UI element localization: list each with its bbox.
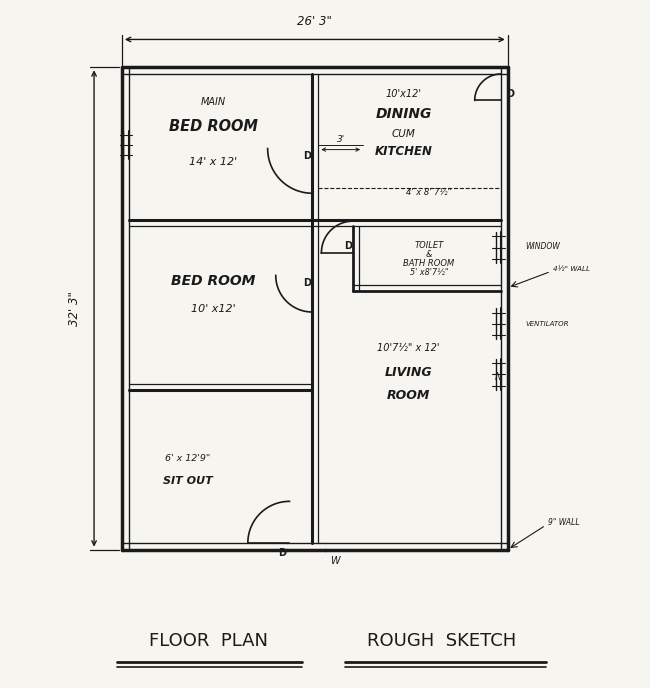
Text: 10' x12': 10' x12' xyxy=(191,304,236,314)
Text: ROOM: ROOM xyxy=(387,389,430,402)
Text: SIT OUT: SIT OUT xyxy=(163,475,213,486)
Text: MAIN: MAIN xyxy=(201,98,226,107)
Text: ROUGH  SKETCH: ROUGH SKETCH xyxy=(367,632,516,650)
Text: 14' x 12': 14' x 12' xyxy=(189,157,237,166)
Text: 6' x 12'9": 6' x 12'9" xyxy=(165,454,211,463)
Text: 3': 3' xyxy=(337,136,345,144)
Text: CUM: CUM xyxy=(392,129,415,140)
Text: D: D xyxy=(304,151,311,161)
Text: 26' 3": 26' 3" xyxy=(298,15,332,28)
Text: BED ROOM: BED ROOM xyxy=(171,274,255,288)
Text: DINING: DINING xyxy=(376,107,432,121)
Text: LIVING: LIVING xyxy=(385,366,432,379)
Text: N: N xyxy=(495,372,502,382)
Text: FLOOR  PLAN: FLOOR PLAN xyxy=(149,632,268,650)
Text: BED ROOM: BED ROOM xyxy=(169,119,258,134)
Text: D: D xyxy=(304,278,311,288)
Text: D: D xyxy=(506,89,514,99)
Text: &: & xyxy=(426,250,432,259)
Text: W: W xyxy=(330,556,340,566)
Text: 32' 3": 32' 3" xyxy=(68,291,81,326)
Text: 9" WALL: 9" WALL xyxy=(549,518,580,527)
Text: 5' x8'7½": 5' x8'7½" xyxy=(410,268,448,277)
Text: KITCHEN: KITCHEN xyxy=(375,144,433,158)
Text: D: D xyxy=(344,241,352,251)
Text: D: D xyxy=(278,548,286,557)
Text: 10'7½" x 12': 10'7½" x 12' xyxy=(378,343,440,352)
Text: WINDOW: WINDOW xyxy=(525,241,560,250)
Text: 10'x12': 10'x12' xyxy=(385,89,422,99)
Text: VENTILATOR: VENTILATOR xyxy=(525,321,569,327)
Text: TOILET: TOILET xyxy=(415,241,444,250)
Text: 4' x 8' 7½": 4' x 8' 7½" xyxy=(406,189,452,197)
Text: BATH ROOM: BATH ROOM xyxy=(404,259,455,268)
Text: 4½" WALL: 4½" WALL xyxy=(553,266,590,272)
